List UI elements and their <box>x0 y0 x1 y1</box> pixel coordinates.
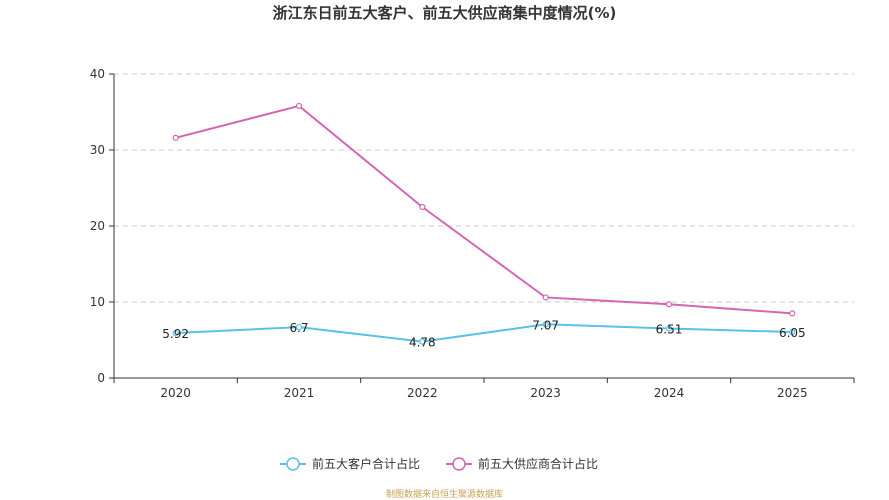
grid <box>114 73 854 303</box>
data-point <box>295 323 303 331</box>
y-tick-label: 0 <box>97 371 105 385</box>
data-label: 6.7 <box>289 321 308 335</box>
data-point <box>172 329 179 337</box>
data-point <box>419 203 426 211</box>
y-tick-label: 20 <box>90 219 105 233</box>
data-labels: 5.92 6.7 4.78 7.07 6.51 6.05 <box>162 318 805 349</box>
chart-title: 浙江东日前五大客户、前五大供应商集中度情况(%) <box>273 4 617 22</box>
legend-item-label[interactable]: 前五大客户合计占比 <box>312 456 420 471</box>
data-point <box>172 134 179 141</box>
x-tick-label: 2022 <box>407 386 438 400</box>
legend-item-label[interactable]: 前五大供应商合计占比 <box>478 456 598 471</box>
y-tick-label: 40 <box>90 67 105 81</box>
x-tick-label: 2023 <box>530 386 561 400</box>
x-tick-label: 2025 <box>777 386 808 400</box>
axes: 0 10 20 30 40 2020 2021 2022 2023 2024 2025 <box>90 67 855 400</box>
data-point <box>542 294 549 301</box>
data-label: 6.51 <box>656 323 683 337</box>
data-point <box>665 301 673 308</box>
legend[interactable]: 前五大客户合计占比 前五大供应商合计占比 <box>280 456 598 471</box>
series-line-1 <box>175 323 793 343</box>
legend-marker <box>286 457 300 471</box>
y-tick-label: 30 <box>90 143 105 157</box>
data-point <box>665 325 673 332</box>
series-line-2 <box>175 104 793 315</box>
data-label: 5.92 <box>162 327 189 341</box>
data-point <box>789 328 796 336</box>
y-tick-label: 10 <box>90 295 105 309</box>
data-label: 6.05 <box>779 326 806 340</box>
data-point <box>419 338 426 345</box>
source-note: 制图数据来自恒生聚源数据库 <box>386 488 503 500</box>
x-tick-label: 2024 <box>654 386 685 400</box>
data-label: 7.07 <box>532 318 559 332</box>
series <box>172 102 796 345</box>
data-label: 4.78 <box>409 336 436 350</box>
x-tick-label: 2020 <box>160 386 191 400</box>
legend-marker <box>452 457 466 471</box>
x-tick-label: 2021 <box>284 386 315 400</box>
data-point <box>542 321 549 328</box>
data-point <box>789 310 796 317</box>
data-point <box>295 102 303 110</box>
